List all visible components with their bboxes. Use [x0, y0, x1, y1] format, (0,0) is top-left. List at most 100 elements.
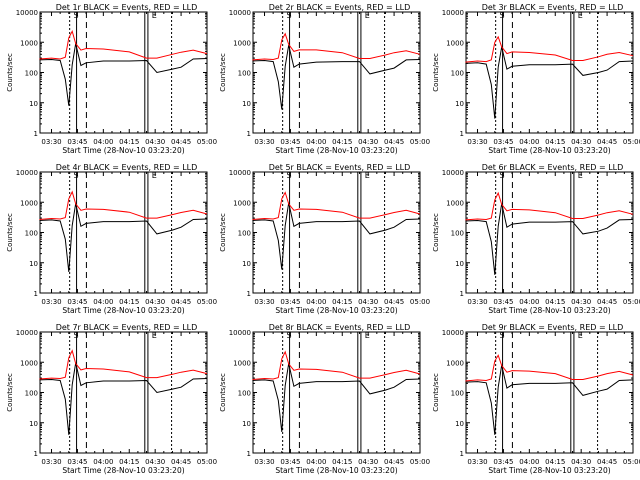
y-tick-label: 10 — [29, 100, 38, 108]
x-tick-label: 04:30 — [358, 458, 378, 466]
y-tick-label: 10 — [242, 100, 251, 108]
x-tick-label: 03:30 — [467, 298, 487, 306]
x-tick-label: 03:45 — [67, 138, 87, 146]
series-line-lld — [252, 191, 421, 220]
panel-title: Det 2r BLACK = Events, RED = LLD — [269, 3, 411, 12]
x-tick-label: 03:45 — [493, 298, 513, 306]
x-tick-label: 03:45 — [67, 298, 87, 306]
y-tick-label: 1000 — [446, 359, 464, 367]
x-tick-label: 03:30 — [41, 138, 61, 146]
x-axis-label: Start Time (28-Nov-10 03:23:20) — [275, 306, 397, 315]
series-line-events — [39, 362, 208, 435]
series-line-events — [465, 46, 634, 119]
x-tick-label: 04:30 — [358, 298, 378, 306]
y-tick-label: 1 — [247, 290, 251, 298]
marker-label-s: S — [287, 331, 292, 340]
y-tick-label: 10000 — [229, 169, 251, 177]
marker-label-e: E — [578, 11, 583, 20]
y-tick-label: 1 — [34, 130, 38, 138]
y-axis-label: Counts/sec — [432, 213, 440, 252]
x-tick-label: 04:00 — [519, 458, 539, 466]
x-tick-label: 04:00 — [306, 138, 326, 146]
x-tick-label: 04:45 — [597, 138, 617, 146]
y-tick-label: 10000 — [16, 169, 38, 177]
y-axis-label: Counts/sec — [6, 53, 14, 92]
y-tick-label: 1 — [34, 290, 38, 298]
x-axis-label: Start Time (28-Nov-10 03:23:20) — [488, 466, 610, 475]
x-axis-label: Start Time (28-Nov-10 03:23:20) — [488, 306, 610, 315]
series-line-lld — [252, 32, 421, 61]
x-tick-label: 04:15 — [119, 298, 139, 306]
marker-label-e: E — [365, 11, 370, 20]
x-axis-label: Start Time (28-Nov-10 03:23:20) — [62, 466, 184, 475]
marker-label-e: E — [152, 171, 157, 180]
y-tick-label: 10000 — [442, 9, 464, 17]
y-tick-label: 100 — [238, 230, 251, 238]
x-axis-label: Start Time (28-Nov-10 03:23:20) — [275, 146, 397, 155]
x-tick-label: 04:30 — [571, 458, 591, 466]
x-tick-label: 03:30 — [254, 138, 274, 146]
detector-panel-9: 1 10 100 1000 10000 03:30 03:45 04:00 04:15 04:30… — [432, 323, 640, 475]
y-tick-label: 1 — [34, 450, 38, 458]
x-tick-label: 04:15 — [332, 298, 352, 306]
y-tick-label: 1000 — [20, 199, 38, 207]
series-line-events — [252, 202, 421, 270]
y-tick-label: 1000 — [233, 199, 251, 207]
series-line-events — [465, 365, 634, 435]
marker-label-e: E — [365, 171, 370, 180]
marker-label-s: S — [500, 331, 505, 340]
series-line-events — [39, 203, 208, 272]
detector-panel-5: 1 10 100 1000 10000 03:30 03:45 04:00 04:15 04:30… — [219, 163, 430, 315]
y-tick-label: 10 — [29, 260, 38, 268]
series-line-events — [465, 203, 634, 275]
x-tick-label: 05:00 — [197, 138, 217, 146]
x-axis-label: Start Time (28-Nov-10 03:23:20) — [62, 146, 184, 155]
x-tick-label: 04:15 — [119, 458, 139, 466]
series-line-lld — [465, 35, 634, 63]
y-tick-label: 10000 — [16, 329, 38, 337]
y-tick-label: 10000 — [442, 329, 464, 337]
y-axis-label: Counts/sec — [432, 373, 440, 412]
x-tick-label: 04:45 — [384, 298, 404, 306]
series-line-lld — [39, 190, 208, 220]
x-tick-label: 05:00 — [623, 298, 640, 306]
x-tick-label: 04:45 — [597, 458, 617, 466]
y-tick-label: 10000 — [442, 169, 464, 177]
y-axis-label: Counts/sec — [432, 53, 440, 92]
y-axis-label: Counts/sec — [219, 213, 227, 252]
marker-label-e: E — [152, 11, 157, 20]
x-tick-label: 04:00 — [519, 298, 539, 306]
marker-label-s: S — [287, 171, 292, 180]
x-tick-label: 03:30 — [467, 458, 487, 466]
marker-label-s: S — [500, 11, 505, 20]
panel-title: Det 5r BLACK = Events, RED = LLD — [269, 163, 411, 172]
x-tick-label: 04:15 — [332, 458, 352, 466]
marker-label-e: E — [152, 331, 157, 340]
y-tick-label: 100 — [451, 230, 464, 238]
x-tick-label: 04:30 — [145, 458, 165, 466]
x-tick-label: 03:30 — [41, 458, 61, 466]
x-tick-label: 03:30 — [41, 298, 61, 306]
x-tick-label: 04:30 — [145, 138, 165, 146]
y-tick-label: 1 — [247, 130, 251, 138]
marker-label-s: S — [500, 171, 505, 180]
x-tick-label: 04:15 — [545, 298, 565, 306]
x-axis-label: Start Time (28-Nov-10 03:23:20) — [488, 146, 610, 155]
detector-panel-3: 1 10 100 1000 10000 03:30 03:45 04:00 04:15 04:30… — [432, 3, 640, 155]
x-tick-label: 04:00 — [306, 458, 326, 466]
panel-title: Det 8r BLACK = Events, RED = LLD — [269, 323, 411, 332]
x-tick-label: 04:45 — [597, 298, 617, 306]
series-line-lld — [465, 191, 634, 221]
series-line-events — [252, 363, 421, 432]
y-tick-label: 100 — [451, 390, 464, 398]
x-tick-label: 05:00 — [410, 298, 430, 306]
marker-label-s: S — [74, 171, 79, 180]
x-tick-label: 04:15 — [545, 138, 565, 146]
x-tick-label: 04:45 — [384, 458, 404, 466]
x-tick-label: 04:45 — [171, 298, 191, 306]
y-axis-label: Counts/sec — [219, 53, 227, 92]
x-tick-label: 04:45 — [171, 138, 191, 146]
x-axis-label: Start Time (28-Nov-10 03:23:20) — [62, 306, 184, 315]
y-tick-label: 1000 — [233, 359, 251, 367]
